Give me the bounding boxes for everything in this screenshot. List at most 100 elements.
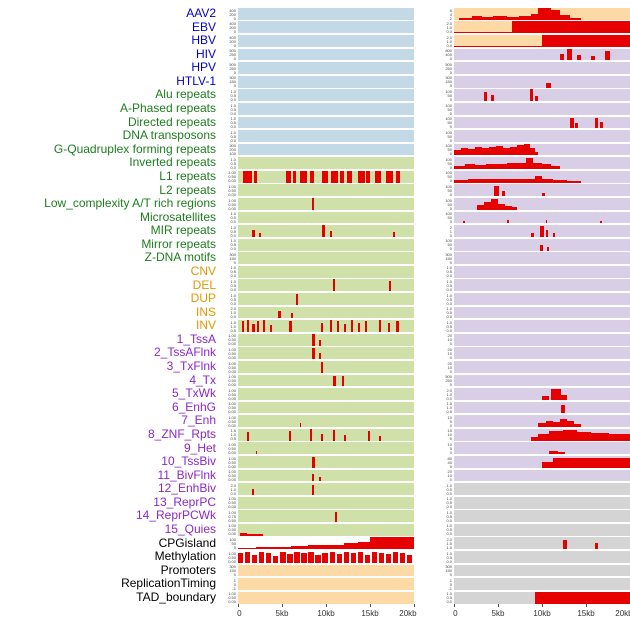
column-gap bbox=[414, 455, 438, 469]
y-tick-label: 50 bbox=[447, 215, 452, 221]
y-tick-label: 400 bbox=[445, 52, 452, 58]
y-tick-label: 0.0 bbox=[446, 531, 452, 537]
y-axis-ticks: 80 40 0 bbox=[438, 455, 454, 469]
y-axis-ticks: 2.0 1.0 0.0 bbox=[438, 21, 454, 35]
y-tick-label: 0.0 bbox=[230, 219, 236, 225]
signal-bar bbox=[461, 147, 469, 156]
y-tick-label: 0 bbox=[449, 137, 452, 143]
y-tick-label: 250 bbox=[229, 52, 236, 58]
signal-bar bbox=[542, 164, 551, 170]
y-axis-ticks: 100 50 0 bbox=[438, 170, 454, 184]
signal-bar bbox=[350, 553, 356, 563]
y-tick-label: 0.5 bbox=[446, 486, 452, 492]
track-panel bbox=[238, 130, 414, 142]
y-tick-label: 1.5 bbox=[446, 541, 452, 547]
y-tick-label: 0.5 bbox=[230, 160, 236, 166]
y-tick-label: 0 bbox=[449, 232, 452, 238]
signal-bar bbox=[542, 178, 553, 183]
y-tick-label: 0.5 bbox=[446, 527, 452, 533]
signal-bar bbox=[468, 179, 483, 183]
signal-bar bbox=[483, 91, 488, 102]
track-panel bbox=[238, 238, 414, 251]
signal-bar bbox=[483, 201, 491, 210]
signal-bar bbox=[257, 321, 260, 332]
y-tick-label: 2.0 bbox=[446, 537, 452, 543]
track-row: G-Quadruplex forming repeats300200100010… bbox=[0, 142, 630, 157]
track-panel bbox=[454, 401, 630, 414]
y-tick-label: 0 bbox=[449, 151, 452, 157]
y-tick-label: 4 bbox=[449, 11, 452, 17]
track-panel bbox=[454, 564, 630, 577]
y-axis-ticks: 300 150 0 bbox=[438, 75, 454, 89]
y-tick-label: 1.5 bbox=[230, 428, 236, 434]
signal-bar bbox=[278, 311, 281, 319]
signal-bar bbox=[542, 462, 553, 468]
signal-bar bbox=[489, 147, 497, 156]
track-panel bbox=[454, 265, 630, 278]
signal-bar bbox=[471, 16, 483, 20]
y-tick-label: 1.0 bbox=[446, 319, 452, 325]
y-tick-label: 0.00 bbox=[228, 409, 236, 415]
signal-bar bbox=[294, 551, 300, 563]
track-row: HIV 500 250 0 800 400 0 bbox=[0, 47, 630, 62]
y-tick-label: 1.0 bbox=[230, 292, 236, 298]
signal-bar bbox=[517, 144, 525, 156]
y-tick-label: 150 bbox=[445, 255, 452, 261]
signal-bar bbox=[385, 170, 393, 183]
track-panel bbox=[238, 374, 414, 387]
signal-bar bbox=[549, 451, 558, 455]
y-tick-label: 0.50 bbox=[228, 595, 236, 601]
y-axis-ticks: 500 250 0 bbox=[438, 61, 454, 75]
y-tick-label: 400 bbox=[229, 21, 236, 27]
y-tick-label: 0 bbox=[449, 178, 452, 184]
y-tick-label: 1.00 bbox=[228, 197, 236, 203]
y-tick-label: 200 bbox=[229, 147, 236, 153]
y-tick-label: 1.0 bbox=[446, 265, 452, 271]
signal-bar bbox=[340, 170, 344, 183]
signal-bar bbox=[399, 553, 406, 563]
signal-bar bbox=[591, 432, 609, 441]
track-panel bbox=[454, 455, 630, 468]
track-row: 14_ReprPCWk 1.000.750.500.250.00 1.00.50.0 bbox=[0, 509, 630, 523]
y-tick-label: 0 bbox=[233, 69, 236, 75]
y-tick-label: 150 bbox=[445, 79, 452, 85]
signal-bar bbox=[538, 7, 551, 20]
y-tick-label: 0.0 bbox=[230, 96, 236, 102]
track-row: 2_TssAFlnk 1.00 0.50 0.00 20 10 0 bbox=[0, 346, 630, 360]
track-row: 13_ReprPC 1.00 0.50 0.00 1.0 0.5 0.0 bbox=[0, 495, 630, 510]
y-tick-label: 1.00 bbox=[228, 360, 236, 366]
signal-bar bbox=[357, 170, 365, 183]
y-tick-label: 1.0 bbox=[446, 550, 452, 556]
y-axis-ticks: 1.0 0.5 0.0 bbox=[222, 211, 238, 225]
column-gap bbox=[414, 238, 438, 252]
signal-bar bbox=[299, 422, 302, 428]
signal-bar bbox=[245, 551, 251, 563]
y-tick-label: 0.00 bbox=[228, 205, 236, 211]
signal-bar bbox=[318, 339, 322, 346]
signal-bar bbox=[266, 552, 272, 563]
column-gap bbox=[414, 591, 438, 605]
signal-bar bbox=[269, 324, 272, 332]
signal-bar bbox=[311, 333, 316, 346]
signal-bar bbox=[347, 170, 353, 183]
signal-bar bbox=[510, 146, 518, 156]
column-gap bbox=[414, 197, 438, 211]
column-gap bbox=[414, 319, 438, 333]
y-tick-label: 200 bbox=[229, 25, 236, 31]
y-tick-label: 0 bbox=[449, 341, 452, 347]
y-axis-ticks: 1.00 0.50 0.00 bbox=[222, 591, 238, 605]
y-tick-label: 0.0 bbox=[446, 273, 452, 279]
signal-bar bbox=[542, 193, 545, 197]
signal-bar bbox=[454, 46, 542, 47]
y-tick-label: 1.0 bbox=[446, 496, 452, 502]
signal-bar bbox=[570, 118, 574, 129]
signal-bar bbox=[591, 56, 595, 61]
y-axis-ticks: 3002001000 bbox=[222, 143, 238, 157]
track-label: Microsatellites bbox=[139, 209, 216, 224]
signal-bar bbox=[406, 554, 413, 563]
signal-bar bbox=[311, 197, 315, 210]
y-axis-ticks: 1.00 0.50 0.00 bbox=[222, 170, 238, 184]
track-panel bbox=[454, 211, 630, 224]
y-tick-label: 0 bbox=[233, 581, 236, 587]
